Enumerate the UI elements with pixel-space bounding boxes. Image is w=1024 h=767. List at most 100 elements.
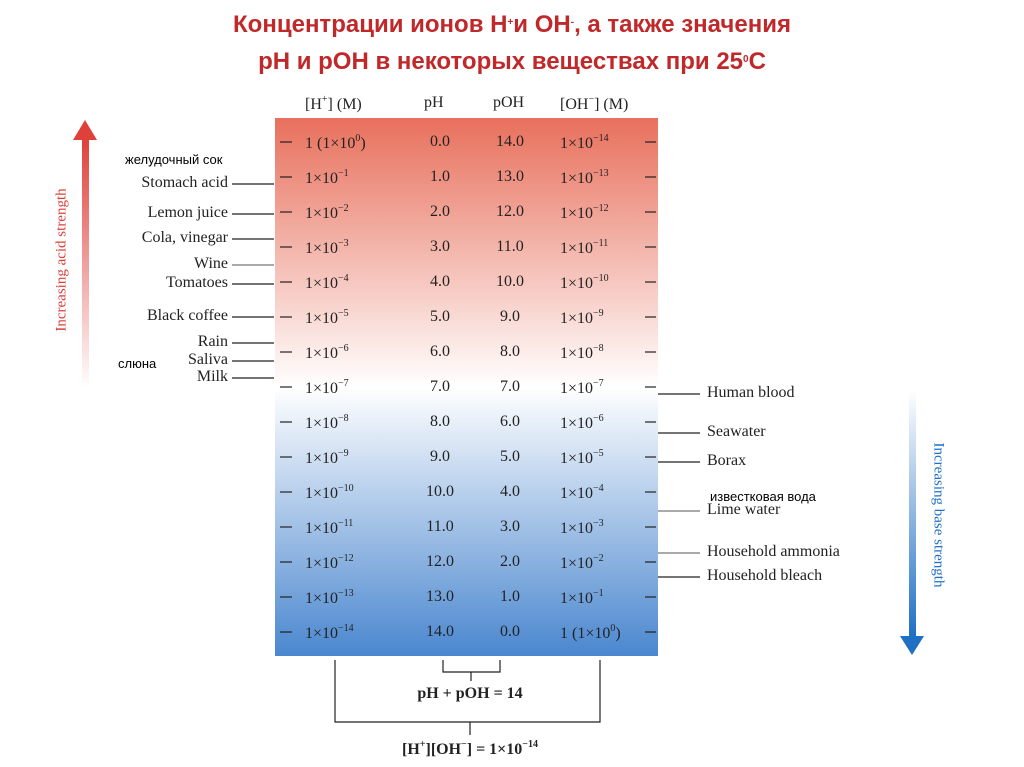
superscript: −7 — [593, 378, 604, 389]
h-concentration: 1×10−14 — [305, 624, 354, 642]
text-part: 1×10 — [305, 590, 339, 607]
acid-label: Tomatoes — [166, 274, 228, 291]
text-part: 1×10 — [305, 345, 339, 362]
text-part: 1×10 — [560, 345, 594, 362]
text-part: 1×10 — [305, 625, 339, 642]
title-line-2: pH и pOH в некоторых веществах при 250С — [0, 50, 1024, 74]
superscript: + — [321, 94, 328, 105]
acid-arrow-label: Increasing acid strength — [53, 188, 70, 332]
text-part: ] (M) — [594, 96, 629, 113]
ph-value: 4.0 — [430, 273, 450, 290]
product-formula: [H+][OH−] = 1×10−14 — [340, 740, 600, 758]
oh-concentration: 1 (1×100) — [560, 624, 621, 642]
superscript: − — [588, 94, 595, 105]
superscript: − — [461, 739, 467, 750]
text-part: [OH — [560, 96, 589, 113]
poh-value: 0.0 — [500, 623, 520, 640]
oh-concentration: 1×10−8 — [560, 344, 604, 362]
text-part: pH и pOH в некоторых веществах при 25 — [258, 48, 744, 75]
poh-value: 8.0 — [500, 343, 520, 360]
ph-value: 0.0 — [430, 133, 450, 150]
oh-concentration: 1×10−11 — [560, 239, 608, 257]
base-label: Household ammonia — [707, 543, 840, 560]
superscript: 0 — [743, 54, 749, 65]
base-arrow-shaft — [909, 390, 916, 638]
text-part: 1×10 — [560, 310, 594, 327]
superscript: −1 — [593, 588, 604, 599]
h-concentration: 1×10−2 — [305, 204, 349, 222]
h-concentration: 1×10−13 — [305, 589, 354, 607]
acid-label: Lemon juice — [147, 204, 228, 221]
text-part: 1×10 — [560, 555, 594, 572]
text-part: ) — [360, 135, 366, 152]
text-part: ] (M) — [327, 96, 362, 113]
oh-concentration: 1×10−10 — [560, 274, 609, 292]
base-arrow-label: Increasing base strength — [930, 442, 947, 588]
text-part: 1×10 — [560, 415, 594, 432]
ph-value: 7.0 — [430, 378, 450, 395]
oh-concentration: 1×10−1 — [560, 589, 604, 607]
text-part: ) — [615, 625, 621, 642]
text-part: ] = 1×10 — [466, 741, 523, 758]
poh-value: 14.0 — [496, 133, 524, 150]
russian-note: известковая вода — [710, 489, 816, 504]
ph-value: 12.0 — [426, 553, 454, 570]
text-part: [H — [402, 741, 420, 758]
acid-arrow-head — [73, 120, 97, 140]
superscript: −4 — [338, 273, 349, 284]
ph-value: 2.0 — [430, 203, 450, 220]
superscript: −2 — [593, 553, 604, 564]
oh-concentration: 1×10−13 — [560, 169, 609, 187]
base-label: Seawater — [707, 423, 766, 440]
superscript: −9 — [338, 448, 349, 459]
poh-value: 12.0 — [496, 203, 524, 220]
acid-label: Saliva — [188, 351, 228, 368]
column-header: [OH−] (M) — [560, 95, 628, 113]
text-part: 1×10 — [305, 415, 339, 432]
superscript: −10 — [593, 273, 609, 284]
superscript: 0 — [355, 133, 361, 144]
ph-value: 9.0 — [430, 448, 450, 465]
superscript: −5 — [338, 308, 349, 319]
column-header: [H+] (M) — [305, 95, 362, 113]
poh-value: 2.0 — [500, 553, 520, 570]
poh-value: 6.0 — [500, 413, 520, 430]
table-background — [275, 118, 658, 656]
ph-value: 14.0 — [426, 623, 454, 640]
ph-value: 5.0 — [430, 308, 450, 325]
h-concentration: 1×10−9 — [305, 449, 349, 467]
poh-value: 10.0 — [496, 273, 524, 290]
h-concentration: 1×10−4 — [305, 274, 349, 292]
text-part: 1×10 — [305, 555, 339, 572]
acid-label: Black coffee — [147, 307, 228, 324]
superscript: - — [570, 17, 575, 28]
superscript: −13 — [338, 588, 354, 599]
h-concentration: 1×10−10 — [305, 484, 354, 502]
poh-value: 7.0 — [500, 378, 520, 395]
superscript: −10 — [338, 483, 354, 494]
text-part: 1 (1×10 — [305, 135, 356, 152]
superscript: −3 — [593, 518, 604, 529]
h-concentration: 1×10−6 — [305, 344, 349, 362]
acid-label: Wine — [193, 255, 228, 272]
h-concentration: 1 (1×100) — [305, 134, 366, 152]
base-label: Household bleach — [707, 567, 823, 584]
oh-concentration: 1×10−5 — [560, 449, 604, 467]
oh-concentration: 1×10−14 — [560, 134, 609, 152]
oh-concentration: 1×10−9 — [560, 309, 604, 327]
superscript: −12 — [338, 553, 354, 564]
column-header: pOH — [493, 95, 524, 111]
sum-formula: pH + pOH = 14 — [417, 685, 523, 702]
superscript: −1 — [338, 168, 349, 179]
superscript: −4 — [593, 483, 604, 494]
base-label: Borax — [707, 452, 747, 469]
base-arrow-head — [900, 636, 924, 655]
text-part: 1 (1×10 — [560, 625, 611, 642]
acid-label: Stomach acid — [141, 174, 228, 191]
text-part: 1×10 — [560, 205, 594, 222]
superscript: −11 — [338, 518, 354, 529]
text-part: 1×10 — [305, 240, 339, 257]
text-part: 1×10 — [305, 310, 339, 327]
text-part: , а также значения — [574, 11, 791, 38]
